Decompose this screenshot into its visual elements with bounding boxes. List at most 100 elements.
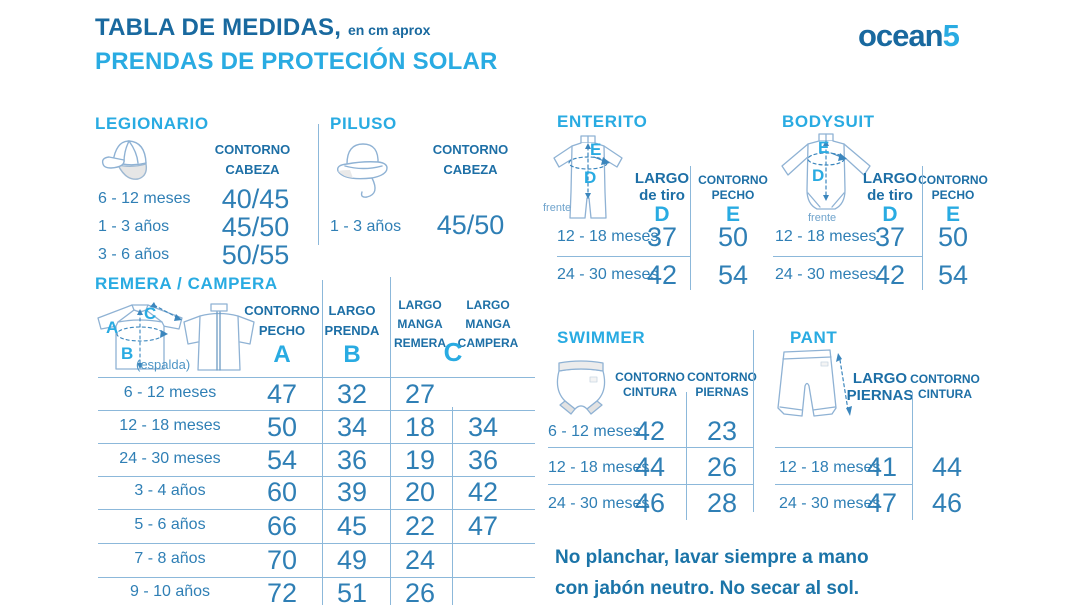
row-divider xyxy=(557,256,690,257)
legionario-row-value: 45/50 xyxy=(221,212,290,242)
bodysuit-row-label: 12 - 18 meses xyxy=(775,228,877,245)
page-title-text: TABLA DE MEDIDAS, xyxy=(95,14,342,41)
remera-row-value: 50 xyxy=(266,412,298,442)
enterito-diagram-letter-e: E xyxy=(590,140,602,159)
legionario-col-header: CONTORNO CABEZA xyxy=(214,142,291,177)
bodysuit-row-value: 42 xyxy=(874,260,906,290)
remera-colC-letter: C xyxy=(443,337,463,367)
legionario-row-value: 40/45 xyxy=(221,184,290,214)
bodysuit-col2-header: CONTORNO PECHO xyxy=(918,173,988,202)
column-divider xyxy=(912,392,913,520)
remera-row-value: 34 xyxy=(336,412,368,442)
row-divider xyxy=(98,577,535,578)
column-divider xyxy=(686,392,687,520)
page-title: TABLA DE MEDIDAS, en cm aprox xyxy=(95,14,430,42)
remera-row-value: 19 xyxy=(404,445,436,475)
remera-row-value: 66 xyxy=(266,511,298,541)
bodysuit-row-value: 54 xyxy=(937,260,969,290)
swimmer-col1-header: CONTORNO CINTURA xyxy=(615,370,685,399)
pant-row-label: 24 - 30 meses xyxy=(779,495,881,512)
bodysuit-row-label: 24 - 30 meses xyxy=(775,266,877,283)
column-divider xyxy=(390,277,391,605)
row-divider xyxy=(98,509,535,510)
pant-row-value: 44 xyxy=(931,452,963,482)
remera-back-label: (espalda) xyxy=(136,357,191,372)
enterito-row-value: 42 xyxy=(646,260,678,290)
remera-diagram-letter-c: C xyxy=(144,304,157,323)
row-divider xyxy=(773,256,922,257)
row-divider xyxy=(775,447,912,448)
pant-row-value: 41 xyxy=(866,452,898,482)
remera-colC1-header: LARGO MANGA REMERA xyxy=(393,298,446,350)
swimmer-row-value: 44 xyxy=(634,452,666,482)
swimmer-garment-icon xyxy=(556,360,606,415)
remera-row-value: 60 xyxy=(266,477,298,507)
column-divider xyxy=(452,407,453,605)
bodysuit-col2-letter: E xyxy=(945,203,960,226)
care-note-line1: No planchar, lavar siempre a mano xyxy=(555,547,869,568)
remera-row-value: 47 xyxy=(266,379,298,409)
enterito-row-label: 12 - 18 meses xyxy=(557,228,659,245)
bodysuit-col1-letter: D xyxy=(882,203,898,226)
brand-five: 5 xyxy=(942,18,960,53)
column-divider xyxy=(322,280,323,605)
remera-row-value: 24 xyxy=(404,545,436,575)
swimmer-row-value: 23 xyxy=(706,416,738,446)
legionario-row-label: 1 - 3 años xyxy=(98,218,170,235)
remera-colB-letter: B xyxy=(343,341,361,368)
column-divider xyxy=(690,166,691,290)
remera-row-value: 45 xyxy=(336,511,368,541)
remera-row-value: 47 xyxy=(467,511,499,541)
remera-colB-header: LARGO PRENDA xyxy=(324,303,380,338)
enterito-front-label: frente xyxy=(543,202,572,214)
legionario-title: LEGIONARIO xyxy=(95,114,209,133)
remera-row-value: 34 xyxy=(467,412,499,442)
remera-colC2-header: LARGO MANGA CAMPERA xyxy=(457,298,519,350)
page-title-note: en cm aprox xyxy=(347,22,431,38)
pant-col2-header: CONTORNO CINTURA xyxy=(910,372,980,401)
bodysuit-front-label: frente xyxy=(808,212,837,224)
remera-row-label: 24 - 30 meses xyxy=(119,450,221,467)
remera-row-value: 54 xyxy=(266,445,298,475)
row-divider xyxy=(98,476,535,477)
enterito-row-value: 50 xyxy=(717,222,749,252)
remera-row-value: 72 xyxy=(266,578,298,608)
remera-row-value: 42 xyxy=(467,477,499,507)
remera-row-label: 6 - 12 meses xyxy=(123,384,217,401)
enterito-col1-letter: D xyxy=(654,203,670,226)
bodysuit-garment-icon xyxy=(781,133,871,210)
legionario-row-value: 50/55 xyxy=(221,240,290,270)
remera-row-value: 27 xyxy=(404,379,436,409)
remera-row-value: 22 xyxy=(404,511,436,541)
page-subtitle: PRENDAS DE PROTECIÓN SOLAR xyxy=(95,48,498,75)
section-divider xyxy=(753,330,754,512)
swimmer-row-value: 28 xyxy=(706,488,738,518)
pant-row-value: 47 xyxy=(866,488,898,518)
row-divider xyxy=(775,484,912,485)
remera-row-value: 26 xyxy=(404,578,436,608)
enterito-row-value: 37 xyxy=(646,222,678,252)
pant-col1-header: LARGO PIERNAS xyxy=(846,370,914,404)
care-note: No planchar, lavar siempre a mano con ja… xyxy=(555,542,869,604)
bodysuit-row-value: 37 xyxy=(874,222,906,252)
enterito-col2-letter: E xyxy=(725,203,740,226)
swimmer-row-label: 6 - 12 meses xyxy=(548,423,641,440)
legionario-cap-icon xyxy=(101,140,148,180)
bodysuit-diagram-letter-e: E xyxy=(818,138,830,157)
remera-row-value: 20 xyxy=(404,477,436,507)
brand-logo: ocean5 xyxy=(858,18,960,54)
remera-diagram-letter-a: A xyxy=(106,318,119,337)
remera-title: REMERA / CAMPERA xyxy=(95,274,278,293)
enterito-row-label: 24 - 30 meses xyxy=(557,266,659,283)
remera-colA-letter: A xyxy=(273,341,291,368)
remera-row-value: 36 xyxy=(467,445,499,475)
care-note-line2: con jabón neutro. No secar al sol. xyxy=(555,578,860,599)
swimmer-row-label: 12 - 18 meses xyxy=(548,459,650,476)
piluso-row-label: 1 - 3 años xyxy=(330,218,402,235)
swimmer-row-value: 46 xyxy=(634,488,666,518)
enterito-row-value: 54 xyxy=(717,260,749,290)
bodysuit-row-value: 50 xyxy=(937,222,969,252)
legionario-row-label: 6 - 12 meses xyxy=(98,190,191,207)
enterito-garment-icon xyxy=(553,135,623,219)
bodysuit-diagram-letter-d: D xyxy=(812,166,825,185)
